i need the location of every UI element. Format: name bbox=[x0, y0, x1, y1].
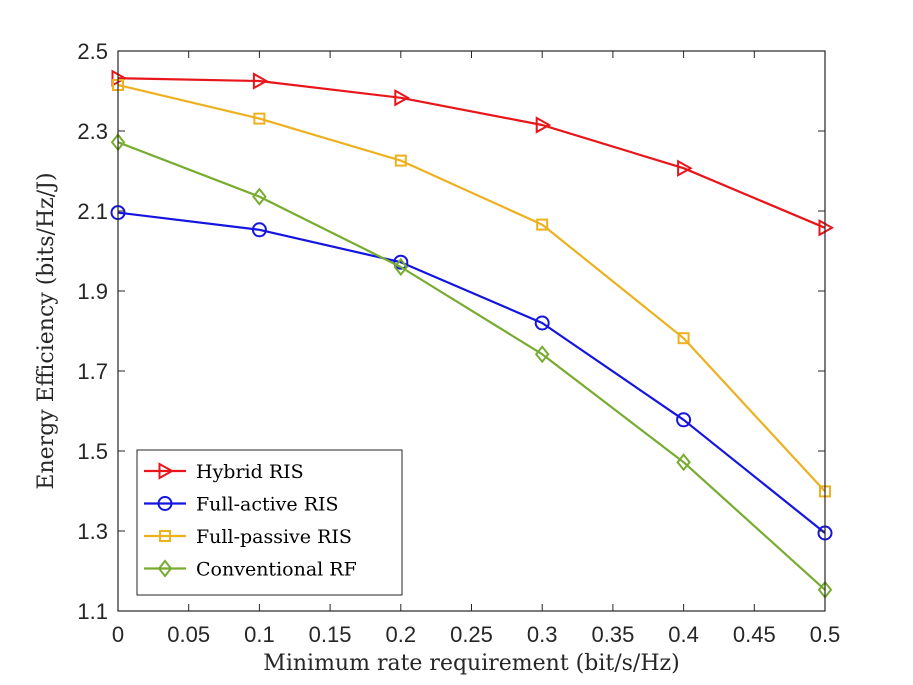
x-tick-label: 0.45 bbox=[733, 622, 776, 647]
series-full-passive-ris bbox=[112, 79, 831, 498]
series-line bbox=[117, 77, 826, 229]
x-tick-label: 0 bbox=[112, 622, 124, 647]
tick-layer: 0 0.05 0.1 0.15 0.2 0.25 0.3 0.35 0.4 0.45 0.5 1.1 1… bbox=[77, 39, 840, 647]
y-axis-label: Energy Efficiency (bits/Hz/J) bbox=[34, 172, 59, 489]
x-tick-label: 0.1 bbox=[244, 622, 275, 647]
series-line bbox=[117, 83, 826, 493]
data-point bbox=[818, 219, 835, 237]
y-tick-label: 1.3 bbox=[77, 519, 108, 544]
legend-item: Full-passive RIS bbox=[144, 526, 352, 548]
x-tick-label: 0.25 bbox=[450, 622, 493, 647]
data-point bbox=[251, 222, 267, 238]
series-line bbox=[117, 141, 826, 591]
y-tick-label: 2.1 bbox=[77, 199, 108, 224]
legend-label: Hybrid RIS bbox=[196, 461, 304, 483]
x-tick-label: 0.35 bbox=[591, 622, 634, 647]
x-tick-label: 0.05 bbox=[167, 622, 210, 647]
data-point bbox=[534, 315, 550, 331]
legend-marker bbox=[157, 496, 173, 511]
y-tick-label: 1.7 bbox=[77, 359, 108, 384]
data-point bbox=[677, 159, 693, 177]
legend-item: Full-active RIS bbox=[144, 494, 339, 516]
legend-marker bbox=[159, 530, 171, 542]
legend-item: Conventional RF bbox=[144, 559, 357, 581]
series-line bbox=[117, 211, 826, 534]
data-point bbox=[534, 345, 550, 364]
data-point bbox=[677, 332, 690, 345]
legend-marker bbox=[157, 559, 173, 578]
y-tick-label: 1.5 bbox=[77, 439, 108, 464]
data-point bbox=[253, 112, 266, 125]
x-tick-label: 0.3 bbox=[527, 622, 558, 647]
x-tick-label: 0.4 bbox=[668, 622, 699, 647]
data-point bbox=[252, 72, 269, 90]
data-point bbox=[676, 453, 691, 472]
x-tick-label: 0.5 bbox=[810, 622, 841, 647]
plot-layer bbox=[110, 69, 835, 599]
data-point bbox=[394, 154, 407, 167]
legend: Hybrid RIS Full-active RIS Full-passive RI… bbox=[136, 449, 403, 596]
data-point bbox=[111, 69, 128, 87]
x-tick-label: 0.2 bbox=[386, 622, 417, 647]
data-point bbox=[252, 187, 267, 206]
data-point bbox=[676, 412, 692, 428]
data-point bbox=[394, 89, 410, 107]
y-tick-label: 2.5 bbox=[77, 39, 108, 64]
x-axis-label: Minimum rate requirement (bit/s/Hz) bbox=[263, 651, 679, 676]
data-point bbox=[393, 257, 409, 277]
series-hybrid-ris bbox=[111, 69, 835, 237]
x-tick-label: 0.15 bbox=[309, 622, 352, 647]
legend-item: Hybrid RIS bbox=[144, 461, 304, 483]
series-full-active-ris bbox=[110, 205, 833, 541]
data-point bbox=[535, 116, 552, 134]
y-tick-label: 1.9 bbox=[77, 279, 108, 304]
y-tick-label: 1.1 bbox=[77, 599, 108, 624]
data-point bbox=[536, 218, 549, 231]
legend-label: Full-active RIS bbox=[196, 494, 339, 516]
data-point bbox=[393, 254, 409, 270]
legend-marker bbox=[158, 462, 175, 480]
y-tick-label: 2.3 bbox=[77, 119, 108, 144]
legend-box bbox=[136, 449, 403, 596]
legend-label: Full-passive RIS bbox=[196, 526, 352, 548]
legend-label: Conventional RF bbox=[196, 559, 357, 581]
